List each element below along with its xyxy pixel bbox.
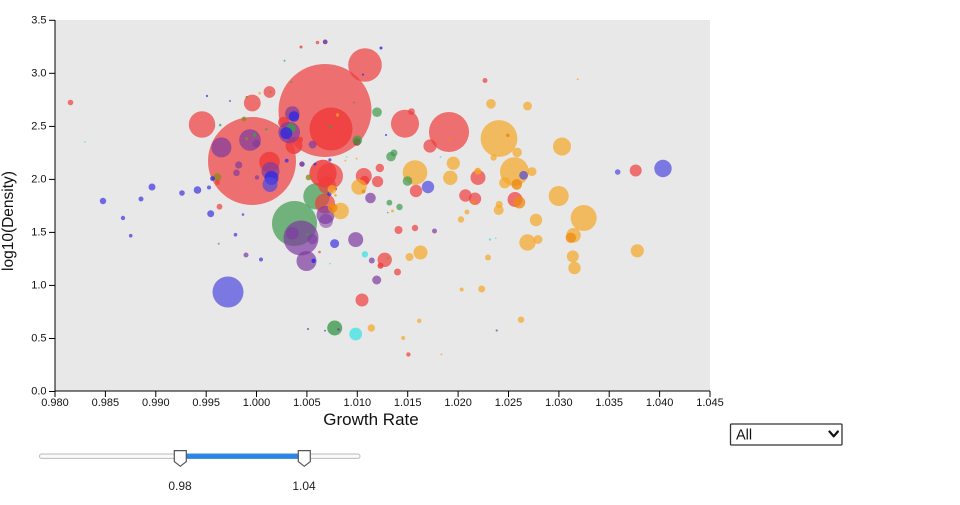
svg-text:1.035: 1.035 xyxy=(595,397,623,409)
svg-text:1.040: 1.040 xyxy=(646,397,674,409)
svg-text:1.020: 1.020 xyxy=(444,397,472,409)
svg-text:3.0: 3.0 xyxy=(31,67,46,79)
svg-text:1.005: 1.005 xyxy=(293,397,321,409)
svg-text:0.995: 0.995 xyxy=(192,397,220,409)
svg-text:1.025: 1.025 xyxy=(495,397,523,409)
svg-text:1.5: 1.5 xyxy=(31,226,46,238)
svg-text:3.5: 3.5 xyxy=(31,14,46,26)
svg-text:2.5: 2.5 xyxy=(31,120,46,132)
svg-text:All: All xyxy=(736,428,752,444)
svg-text:0.985: 0.985 xyxy=(92,397,120,409)
svg-text:0.980: 0.980 xyxy=(41,397,69,409)
svg-text:1.04: 1.04 xyxy=(292,479,316,493)
svg-text:log10(Density): log10(Density) xyxy=(0,171,17,271)
svg-text:1.0: 1.0 xyxy=(31,279,46,291)
svg-text:1.045: 1.045 xyxy=(696,397,724,409)
svg-text:1.010: 1.010 xyxy=(344,397,372,409)
svg-text:1.000: 1.000 xyxy=(243,397,271,409)
svg-text:0.5: 0.5 xyxy=(31,333,46,345)
svg-text:0.98: 0.98 xyxy=(168,479,192,493)
svg-text:1.030: 1.030 xyxy=(545,397,573,409)
svg-text:1.015: 1.015 xyxy=(394,397,422,409)
svg-text:0.990: 0.990 xyxy=(142,397,170,409)
svg-text:2.0: 2.0 xyxy=(31,173,46,185)
svg-text:0.0: 0.0 xyxy=(31,386,46,398)
svg-text:Growth Rate: Growth Rate xyxy=(323,410,418,429)
